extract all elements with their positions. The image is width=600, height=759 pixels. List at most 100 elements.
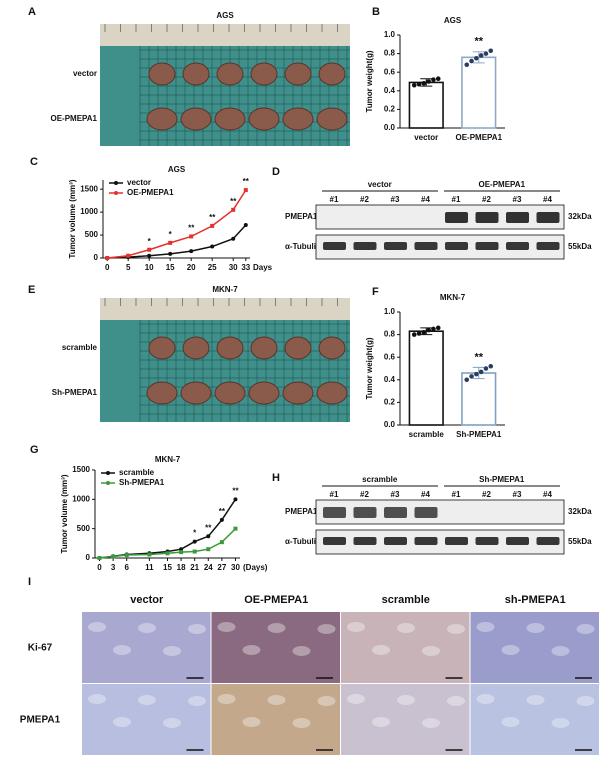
marker bbox=[219, 540, 224, 545]
bar bbox=[461, 56, 497, 129]
blot-band bbox=[414, 507, 438, 518]
blot-band bbox=[384, 242, 407, 250]
x-tick-label: 24 bbox=[204, 563, 213, 572]
marker bbox=[206, 547, 211, 552]
ihc-image bbox=[341, 612, 470, 683]
lane-label: #1 bbox=[330, 490, 339, 499]
significance: ** bbox=[474, 351, 483, 363]
tissue-texture bbox=[372, 645, 390, 655]
series-line bbox=[107, 189, 247, 259]
blot-band bbox=[323, 537, 346, 545]
blot-band bbox=[414, 242, 438, 250]
x-tick-label: 15 bbox=[163, 563, 172, 572]
tumor bbox=[316, 381, 348, 405]
ihc-image bbox=[211, 612, 340, 683]
lane-label: #4 bbox=[543, 490, 552, 499]
tissue-texture bbox=[576, 624, 595, 634]
lane-label: #3 bbox=[513, 195, 522, 204]
group-label: scramble bbox=[362, 475, 398, 484]
significance: ** bbox=[474, 36, 483, 48]
blot-band bbox=[536, 212, 560, 223]
lane-label: #2 bbox=[482, 490, 491, 499]
series-line bbox=[99, 498, 237, 559]
blot-size: 32kDa bbox=[568, 507, 592, 516]
column-label: sh-PMEPA1 bbox=[505, 594, 566, 606]
row-label: Ki-67 bbox=[28, 643, 53, 654]
marker bbox=[147, 253, 152, 258]
tumor bbox=[282, 107, 314, 131]
tissue-texture bbox=[163, 646, 181, 656]
tissue-texture bbox=[551, 646, 570, 656]
y-tick-label: 500 bbox=[85, 230, 99, 239]
data-point bbox=[469, 374, 474, 379]
x-tick-label: 6 bbox=[124, 563, 129, 572]
tissue-texture bbox=[292, 646, 311, 656]
chart-title: MKN-7 bbox=[155, 455, 181, 464]
tumor bbox=[216, 62, 244, 86]
significance: * bbox=[169, 230, 173, 239]
significance: ** bbox=[232, 486, 239, 495]
marker bbox=[147, 552, 152, 557]
tumor bbox=[148, 336, 176, 360]
tumor bbox=[318, 336, 346, 360]
legend-marker bbox=[106, 481, 110, 485]
data-point bbox=[474, 371, 479, 377]
tumor bbox=[248, 381, 280, 405]
blot-size: 55kDa bbox=[568, 537, 592, 546]
y-tick-label: 1000 bbox=[80, 207, 98, 216]
lane-label: #3 bbox=[391, 490, 400, 499]
significance: ** bbox=[230, 197, 237, 206]
tumor bbox=[146, 381, 178, 405]
column-label: OE-PMEPA1 bbox=[244, 594, 308, 606]
lane-label: #4 bbox=[543, 195, 552, 204]
panel-letter: B bbox=[372, 6, 380, 18]
legend-label: Sh-PMEPA1 bbox=[119, 478, 165, 487]
x-tick-label: 21 bbox=[190, 563, 199, 572]
y-tick-label: 1500 bbox=[72, 465, 90, 474]
data-point bbox=[416, 81, 422, 87]
y-tick-label: 0.8 bbox=[384, 330, 396, 339]
tumor bbox=[284, 62, 312, 86]
error-bar bbox=[420, 327, 433, 336]
marker bbox=[231, 207, 236, 212]
column-label: vector bbox=[130, 594, 164, 606]
lane-label: #3 bbox=[513, 490, 522, 499]
lane-label: #1 bbox=[330, 195, 339, 204]
legend-marker bbox=[114, 191, 118, 195]
panel-letter: D bbox=[272, 166, 280, 178]
blot-band bbox=[536, 242, 560, 250]
tumor bbox=[248, 107, 280, 131]
tumor bbox=[250, 62, 278, 86]
blot-row-label: α-Tubulin bbox=[285, 242, 321, 251]
x-axis-label: (Days) bbox=[243, 563, 268, 572]
legend-label: OE-PMEPA1 bbox=[127, 188, 174, 197]
marker bbox=[192, 539, 197, 544]
row-label: OE-PMEPA1 bbox=[50, 114, 97, 123]
tissue-texture bbox=[113, 645, 131, 655]
panel-letter: I bbox=[28, 576, 31, 588]
legend-label: scramble bbox=[119, 468, 155, 477]
marker bbox=[210, 223, 215, 228]
tissue-texture bbox=[526, 623, 545, 633]
x-tick-label: 15 bbox=[166, 263, 175, 272]
data-point bbox=[416, 331, 422, 336]
tumor bbox=[250, 336, 278, 360]
tissue-texture bbox=[217, 694, 236, 704]
tissue-texture bbox=[267, 695, 286, 705]
y-axis-label: Tumor volume (mm³) bbox=[68, 179, 77, 258]
series-line bbox=[107, 224, 247, 259]
tissue-texture bbox=[242, 717, 261, 727]
marker bbox=[105, 256, 110, 260]
marker bbox=[192, 549, 197, 554]
chart-title: MKN-7 bbox=[440, 293, 466, 302]
blot-row-label: PMEPA1 bbox=[285, 212, 318, 221]
x-tick-label: Sh-PMEPA1 bbox=[456, 430, 502, 439]
data-point bbox=[478, 53, 484, 58]
data-point bbox=[469, 58, 474, 64]
y-tick-label: 0.6 bbox=[384, 352, 396, 361]
x-tick-label: 3 bbox=[111, 563, 116, 572]
significance: ** bbox=[243, 177, 250, 186]
significance: ** bbox=[209, 213, 216, 222]
error-bar bbox=[472, 366, 485, 380]
panel-letter: F bbox=[372, 286, 379, 298]
